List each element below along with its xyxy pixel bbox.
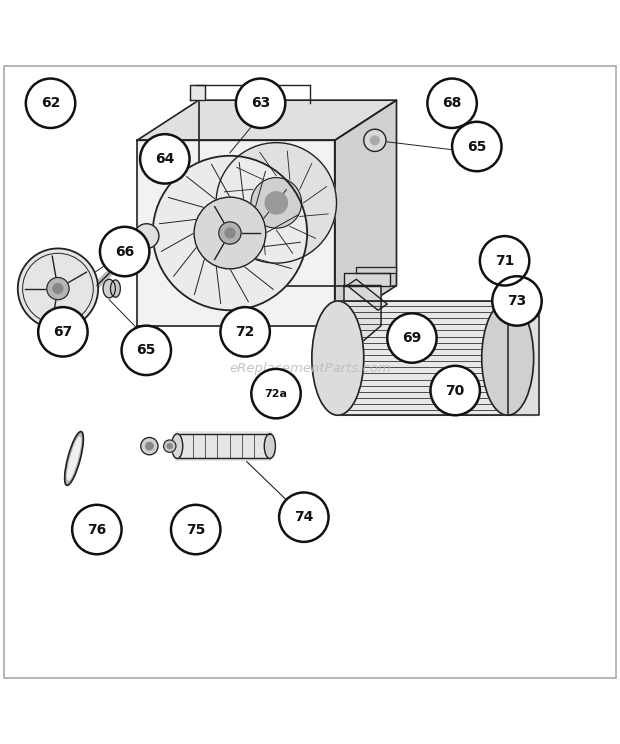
Circle shape xyxy=(171,505,221,554)
Ellipse shape xyxy=(264,434,275,458)
Ellipse shape xyxy=(110,280,120,298)
Text: 62: 62 xyxy=(41,96,60,110)
Circle shape xyxy=(18,248,98,329)
Text: 76: 76 xyxy=(87,522,107,536)
Text: 75: 75 xyxy=(186,522,205,536)
Text: 67: 67 xyxy=(53,325,73,339)
Text: 70: 70 xyxy=(446,384,465,397)
Polygon shape xyxy=(137,100,396,141)
Circle shape xyxy=(492,276,542,326)
Circle shape xyxy=(430,366,480,415)
Polygon shape xyxy=(508,316,539,415)
Circle shape xyxy=(153,155,307,310)
Circle shape xyxy=(236,79,285,128)
Circle shape xyxy=(251,369,301,418)
Circle shape xyxy=(47,278,69,300)
Text: 72: 72 xyxy=(236,325,255,339)
Circle shape xyxy=(194,197,266,269)
Circle shape xyxy=(100,227,149,276)
Text: 65: 65 xyxy=(136,344,156,357)
Circle shape xyxy=(364,129,386,152)
Circle shape xyxy=(388,313,436,363)
Text: 68: 68 xyxy=(443,96,462,110)
Polygon shape xyxy=(344,286,381,344)
Circle shape xyxy=(221,307,270,356)
Circle shape xyxy=(38,307,87,356)
Circle shape xyxy=(53,283,63,294)
Text: 64: 64 xyxy=(155,152,174,166)
Text: 74: 74 xyxy=(294,510,314,525)
Circle shape xyxy=(26,79,75,128)
Polygon shape xyxy=(347,279,388,310)
Circle shape xyxy=(371,136,379,144)
Text: 69: 69 xyxy=(402,331,422,345)
Text: eReplacementParts.com: eReplacementParts.com xyxy=(229,362,391,376)
Ellipse shape xyxy=(172,434,183,458)
Ellipse shape xyxy=(64,432,83,485)
Polygon shape xyxy=(356,267,396,273)
Polygon shape xyxy=(338,301,508,415)
Polygon shape xyxy=(344,273,391,286)
Circle shape xyxy=(122,326,171,375)
Circle shape xyxy=(140,134,190,184)
Circle shape xyxy=(480,236,529,286)
Circle shape xyxy=(219,222,241,244)
Text: 72a: 72a xyxy=(265,388,288,399)
Polygon shape xyxy=(508,307,542,316)
Circle shape xyxy=(427,79,477,128)
Text: 66: 66 xyxy=(115,245,135,258)
Ellipse shape xyxy=(103,279,115,298)
Text: 71: 71 xyxy=(495,254,514,268)
Circle shape xyxy=(164,440,176,452)
Circle shape xyxy=(251,178,301,228)
Circle shape xyxy=(265,192,288,214)
FancyBboxPatch shape xyxy=(175,432,272,461)
Polygon shape xyxy=(190,85,205,100)
Circle shape xyxy=(134,224,159,248)
Ellipse shape xyxy=(68,437,81,480)
Text: 65: 65 xyxy=(467,140,487,153)
Text: 73: 73 xyxy=(507,294,526,308)
Polygon shape xyxy=(137,141,335,326)
Polygon shape xyxy=(335,100,396,326)
Circle shape xyxy=(167,443,172,449)
Ellipse shape xyxy=(482,301,534,415)
Circle shape xyxy=(279,493,329,542)
Circle shape xyxy=(72,505,122,554)
Text: 63: 63 xyxy=(251,96,270,110)
Circle shape xyxy=(141,437,158,455)
Circle shape xyxy=(452,122,502,171)
Circle shape xyxy=(225,228,235,238)
Ellipse shape xyxy=(312,301,364,415)
Circle shape xyxy=(146,443,153,450)
Circle shape xyxy=(216,143,337,263)
